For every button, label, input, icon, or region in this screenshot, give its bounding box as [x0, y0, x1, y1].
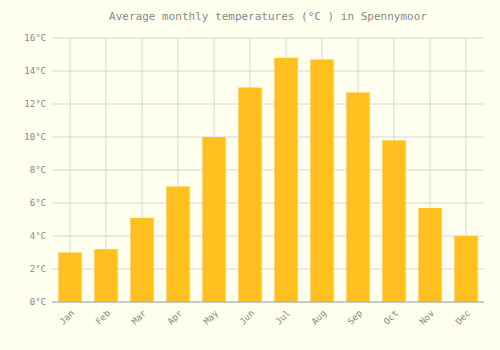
x-tick-label: Nov: [418, 308, 437, 327]
y-tick-label: 10°C: [24, 132, 46, 142]
x-tick-label: Oct: [382, 308, 401, 327]
y-grid-line: [52, 137, 484, 138]
x-tick-label: Apr: [166, 308, 185, 327]
grid: [52, 38, 484, 302]
x-tick-label: May: [202, 308, 221, 327]
bar: [166, 187, 189, 303]
y-tick-label: 6°C: [30, 198, 46, 208]
x-tick-label: Jul: [274, 308, 293, 327]
background: [0, 0, 500, 350]
bar: [274, 58, 297, 302]
y-grid-line: [52, 71, 484, 72]
y-tick-label: 16°C: [24, 33, 46, 43]
x-tick-label: Jun: [238, 308, 257, 327]
x-tick-label: Mar: [130, 308, 149, 327]
y-grid-line: [52, 170, 484, 171]
bar: [130, 218, 153, 302]
y-grid-line: [52, 302, 484, 303]
chart-container: 0°C 2°C 4°C 6°C 8°C 10°C 12°C 14°C 16°C Jan Feb Mar…: [0, 0, 500, 350]
chart: 0°C 2°C 4°C 6°C 8°C 10°C 12°C 14°C 16°C Jan Feb Mar…: [0, 0, 500, 350]
bar: [310, 59, 333, 302]
y-grid-line: [52, 203, 484, 204]
x-tick-label: Dec: [454, 308, 473, 327]
x-tick-label: Feb: [94, 308, 113, 327]
x-tick-label: Sep: [346, 308, 365, 327]
bar: [238, 88, 261, 303]
y-tick-label: 14°C: [24, 66, 46, 76]
bar: [382, 140, 405, 302]
bar: [202, 137, 225, 302]
title: Average monthly temperatures (°C ) in Sp…: [109, 10, 427, 23]
bar: [58, 253, 81, 303]
y-tick-labels: 0°C 2°C 4°C 6°C 8°C 10°C 12°C 14°C 16°C: [24, 33, 46, 307]
y-tick-label: 8°C: [30, 165, 46, 175]
x-tick-label: Aug: [310, 308, 329, 327]
x-tick-label: Jan: [58, 308, 77, 327]
y-grid-line: [52, 104, 484, 105]
y-tick-label: 0°C: [30, 297, 46, 307]
y-tick-label: 12°C: [24, 99, 46, 109]
bar: [346, 92, 369, 302]
bar: [454, 236, 477, 302]
y-tick-label: 4°C: [30, 231, 46, 241]
x-axis-line: [52, 302, 484, 303]
bar: [94, 249, 117, 302]
bars: [58, 58, 477, 302]
y-tick-label: 2°C: [30, 264, 46, 274]
x-tick-labels: Jan Feb Mar Apr May Jun Jul Aug Sep Oct Nov Dec: [58, 308, 473, 327]
y-grid-line: [52, 38, 484, 39]
bar: [418, 208, 441, 302]
